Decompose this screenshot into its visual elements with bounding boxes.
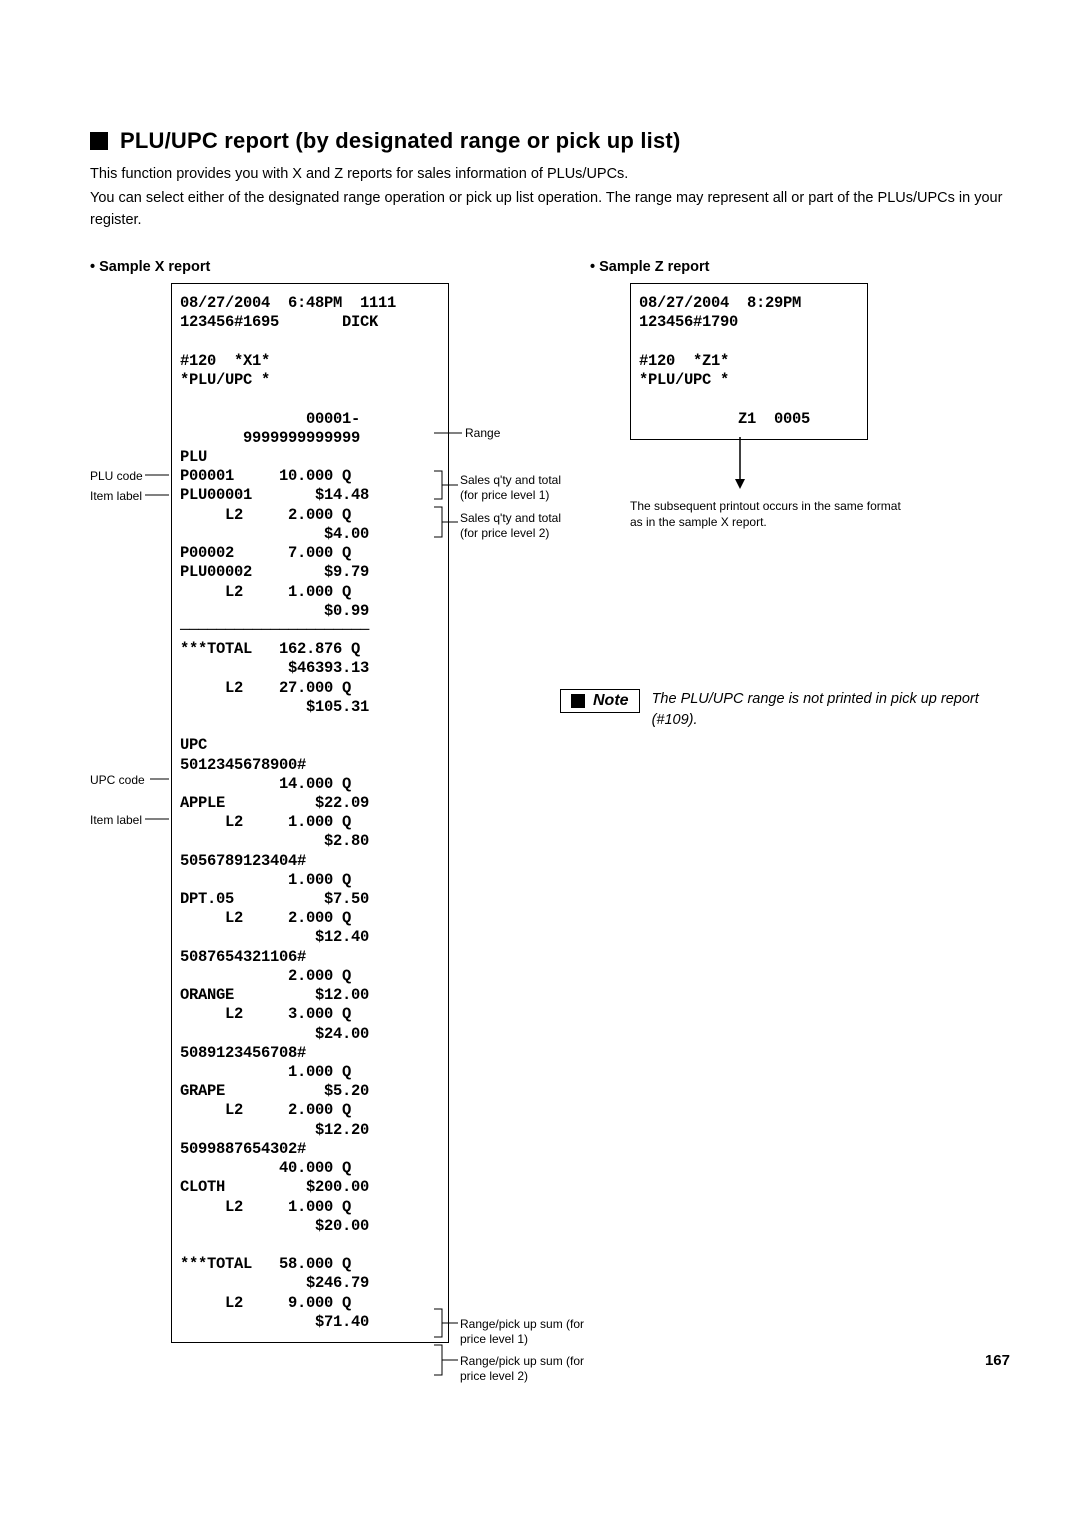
sub-note-text: The subsequent printout occurs in the sa… [630, 499, 910, 530]
anno-plu-code: PLU code [90, 469, 143, 483]
note-label: Note [593, 692, 629, 710]
receipt-x: 08/27/2004 6:48PM 1111 123456#1695 DICK … [171, 283, 449, 1343]
anno-range: Range [465, 426, 500, 440]
anno-upc-code: UPC code [90, 773, 145, 787]
note-row: Note The PLU/UPC range is not printed in… [560, 689, 1010, 730]
sample-z-column: • Sample Z report 08/27/2004 8:29PM 1234… [590, 259, 1010, 1343]
sample-x-title: • Sample X report [90, 259, 590, 275]
section-heading: PLU/UPC report (by designated range or p… [90, 128, 1010, 154]
note-bullet-icon [571, 694, 585, 708]
page-number: 167 [985, 1352, 1010, 1369]
heading-text: PLU/UPC report (by designated range or p… [120, 128, 680, 154]
sample-x-column: • Sample X report 08/27/2004 6:48PM 1111… [90, 259, 590, 1343]
heading-bullet-icon [90, 132, 108, 150]
anno-sales-1: Sales q'ty and total (for price level 1) [460, 473, 561, 502]
anno-item-label-2: Item label [90, 813, 142, 827]
note-box: Note [560, 689, 640, 713]
receipt-z: 08/27/2004 8:29PM 123456#1790 #120 *Z1* … [630, 283, 868, 440]
note-text: The PLU/UPC range is not printed in pick… [652, 689, 1010, 730]
intro-line-1: This function provides you with X and Z … [90, 164, 1010, 186]
intro-line-2: You can select either of the designated … [90, 188, 1010, 232]
anno-range-sum-2: Range/pick up sum (for price level 2) [460, 1354, 590, 1383]
anno-item-label: Item label [90, 489, 142, 503]
anno-sales-2: Sales q'ty and total (for price level 2) [460, 511, 561, 540]
sample-z-title: • Sample Z report [590, 259, 1010, 275]
anno-range-sum-1: Range/pick up sum (for price level 1) [460, 1317, 590, 1346]
